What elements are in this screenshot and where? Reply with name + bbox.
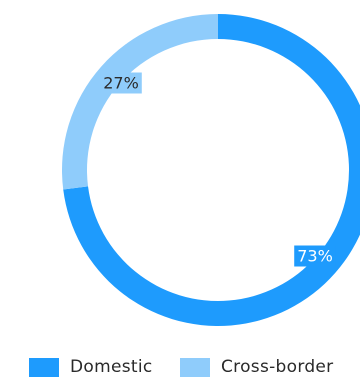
legend-swatch-cross-border (180, 357, 210, 377)
legend-item-cross-border[interactable]: Cross-border (180, 356, 333, 378)
data-label-cross-border: 27% (100, 72, 142, 94)
svg-text:27%: 27% (103, 74, 139, 93)
legend-label-domestic: Domestic (70, 357, 153, 377)
donut-slice-cross-border[interactable] (61, 14, 218, 190)
legend-swatch-domestic (29, 357, 59, 377)
chart-legend: Domestic Cross-border (0, 356, 360, 380)
legend-label-cross-border: Cross-border (221, 357, 334, 377)
data-label-domestic: 73% (294, 245, 336, 267)
svg-text:73%: 73% (297, 247, 333, 266)
legend-item-domestic[interactable]: Domestic (29, 356, 153, 378)
donut-chart-plot: 73% 27% (61, 14, 360, 326)
